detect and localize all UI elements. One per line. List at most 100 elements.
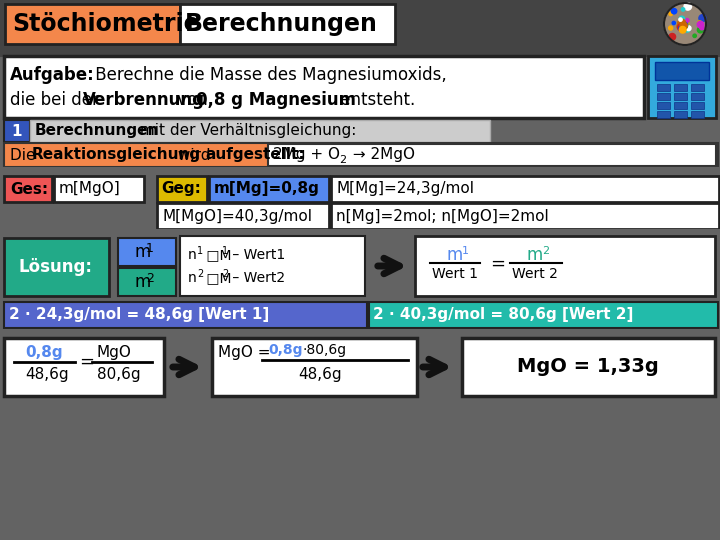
Circle shape xyxy=(699,15,706,22)
Text: 2 · 24,3g/mol = 48,6g [Wert 1]: 2 · 24,3g/mol = 48,6g [Wert 1] xyxy=(9,307,269,322)
Bar xyxy=(4,302,367,328)
Text: 2: 2 xyxy=(542,246,549,256)
Bar xyxy=(691,93,704,100)
Text: 0,8g: 0,8g xyxy=(268,343,302,357)
Text: 1: 1 xyxy=(462,246,469,256)
Bar xyxy=(674,111,687,118)
Text: 2: 2 xyxy=(197,269,203,279)
Circle shape xyxy=(685,26,690,32)
Text: m[Mg]=0,8g: m[Mg]=0,8g xyxy=(214,181,320,197)
Bar xyxy=(4,238,109,296)
Circle shape xyxy=(669,33,675,40)
Bar xyxy=(657,93,670,100)
Text: 48,6g: 48,6g xyxy=(298,367,342,381)
Bar xyxy=(4,338,164,396)
Circle shape xyxy=(681,21,684,24)
Circle shape xyxy=(681,19,689,28)
Circle shape xyxy=(680,22,688,29)
Text: 0,8g: 0,8g xyxy=(25,346,63,361)
Text: Aufgabe:: Aufgabe: xyxy=(10,66,95,84)
Circle shape xyxy=(679,25,685,31)
Text: Geg:: Geg: xyxy=(161,181,201,197)
Text: Ges:: Ges: xyxy=(10,181,48,197)
Text: M[MgO]=40,3g/mol: M[MgO]=40,3g/mol xyxy=(162,208,312,224)
Bar xyxy=(0,330,720,338)
Bar xyxy=(331,203,719,229)
Bar xyxy=(331,176,719,202)
Text: =: = xyxy=(490,255,505,273)
Text: n: n xyxy=(188,271,197,285)
Circle shape xyxy=(681,23,688,29)
Circle shape xyxy=(698,21,701,25)
Bar xyxy=(0,230,720,238)
Bar xyxy=(415,236,715,296)
Circle shape xyxy=(671,9,677,14)
Text: die bei der: die bei der xyxy=(10,91,104,109)
Text: mit der Verhältnisgleichung:: mit der Verhältnisgleichung: xyxy=(135,124,356,138)
Bar xyxy=(657,111,670,118)
Circle shape xyxy=(698,27,703,33)
Text: n: n xyxy=(188,248,197,262)
Text: Stöchiometrie: Stöchiometrie xyxy=(12,12,199,36)
Circle shape xyxy=(680,21,685,24)
Bar xyxy=(4,120,30,142)
Text: m: m xyxy=(135,243,151,261)
Circle shape xyxy=(669,26,672,30)
Bar xyxy=(209,176,329,202)
Text: von: von xyxy=(172,91,213,109)
Text: 1: 1 xyxy=(222,246,228,256)
Circle shape xyxy=(683,23,688,27)
Text: 2: 2 xyxy=(339,155,346,165)
Bar xyxy=(648,56,716,118)
Text: 2: 2 xyxy=(146,272,154,285)
Circle shape xyxy=(685,18,689,23)
Text: m: m xyxy=(527,246,543,264)
Text: m[MgO]: m[MgO] xyxy=(59,181,121,197)
Text: ·80,6g: ·80,6g xyxy=(303,343,347,357)
Text: Verbrennung: Verbrennung xyxy=(83,91,205,109)
Bar xyxy=(462,338,715,396)
Text: M[Mg]=24,3g/mol: M[Mg]=24,3g/mol xyxy=(336,181,474,197)
Text: Berechnungen: Berechnungen xyxy=(185,12,378,36)
Text: wird: wird xyxy=(173,147,215,163)
Text: □M: □M xyxy=(202,271,232,285)
Text: MgO =: MgO = xyxy=(218,346,271,361)
Text: Lösung:: Lösung: xyxy=(18,258,92,276)
Bar xyxy=(0,48,720,56)
Text: – Wert2: – Wert2 xyxy=(228,271,285,285)
Text: – Wert1: – Wert1 xyxy=(228,248,285,262)
Text: Die: Die xyxy=(10,147,40,163)
Text: n[Mg]=2mol; n[MgO]=2mol: n[Mg]=2mol; n[MgO]=2mol xyxy=(336,208,549,224)
Bar xyxy=(657,84,670,91)
Bar xyxy=(5,4,180,44)
Bar xyxy=(674,93,687,100)
Circle shape xyxy=(669,12,672,16)
Text: Wert 2: Wert 2 xyxy=(512,267,558,281)
Circle shape xyxy=(684,3,691,10)
Text: 2 · 40,3g/mol = 80,6g [Wert 2]: 2 · 40,3g/mol = 80,6g [Wert 2] xyxy=(373,307,634,322)
Circle shape xyxy=(677,23,683,29)
Bar xyxy=(180,4,395,44)
Bar xyxy=(4,176,52,202)
Bar xyxy=(0,0,720,48)
Text: 2: 2 xyxy=(222,269,228,279)
Text: MgO = 1,33g: MgO = 1,33g xyxy=(517,357,659,376)
Text: 0,8 g Magnesium: 0,8 g Magnesium xyxy=(196,91,356,109)
Circle shape xyxy=(679,18,682,21)
Circle shape xyxy=(700,25,704,30)
Text: aufgestellt:: aufgestellt: xyxy=(205,147,305,163)
Bar xyxy=(157,203,329,229)
Circle shape xyxy=(680,22,685,28)
Text: Wert 1: Wert 1 xyxy=(432,267,478,281)
Text: 1: 1 xyxy=(12,124,22,138)
Text: Berechne die Masse des Magnesiumoxids,: Berechne die Masse des Magnesiumoxids, xyxy=(90,66,446,84)
Bar xyxy=(4,143,718,167)
Text: Reaktionsgleichung: Reaktionsgleichung xyxy=(32,147,201,163)
Bar xyxy=(157,176,207,202)
Bar xyxy=(674,102,687,109)
Bar xyxy=(0,168,720,176)
Text: m: m xyxy=(135,273,151,291)
Circle shape xyxy=(697,21,703,28)
Text: Berechnungen: Berechnungen xyxy=(35,124,159,138)
Bar xyxy=(657,102,670,109)
